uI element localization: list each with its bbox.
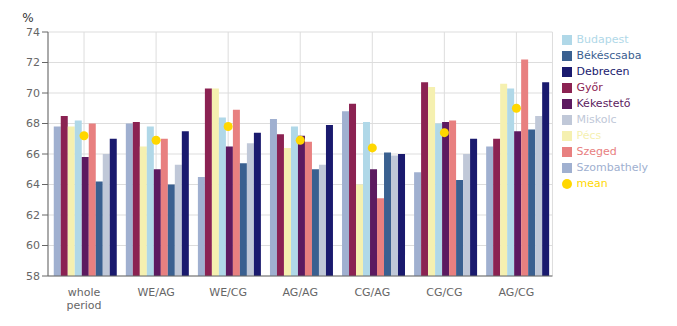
svg-text:WE/AG: WE/AG: [137, 286, 174, 299]
html-text:Miskolc: Miskolc: [576, 113, 617, 126]
svg-text:70: 70: [26, 87, 40, 100]
html-text:Kékestető: Kékestető: [576, 97, 631, 110]
svg-text:WE/CG: WE/CG: [209, 286, 247, 299]
svg-text:58: 58: [26, 270, 40, 283]
svg-text:CG/AG: CG/AG: [354, 286, 390, 299]
svg-text:72: 72: [26, 56, 40, 69]
svg-text:AG/CG: AG/CG: [499, 286, 535, 299]
html-text:Békéscsaba: Békéscsaba: [576, 49, 642, 62]
html-text:Debrecen: Debrecen: [576, 65, 630, 78]
svg-text:68: 68: [26, 117, 40, 130]
svg-text:AG/AG: AG/AG: [283, 286, 318, 299]
html-text:Győr: Győr: [576, 81, 603, 94]
svg-text:60: 60: [26, 239, 40, 252]
html-text:mean: mean: [576, 177, 608, 190]
svg-text:CG/CG: CG/CG: [426, 286, 462, 299]
svg-text:66: 66: [26, 148, 40, 161]
html-text:Pécs: Pécs: [576, 129, 602, 142]
html-text:Szombathely: Szombathely: [576, 161, 648, 174]
svg-text:%: %: [22, 11, 33, 25]
svg-text:74: 74: [26, 26, 40, 39]
html-text:Budapest: Budapest: [576, 33, 629, 46]
svg-text:wholeperiod: wholeperiod: [67, 286, 102, 312]
html-text:Szeged: Szeged: [576, 145, 617, 158]
svg-text:64: 64: [26, 178, 40, 191]
svg-text:62: 62: [26, 209, 40, 222]
